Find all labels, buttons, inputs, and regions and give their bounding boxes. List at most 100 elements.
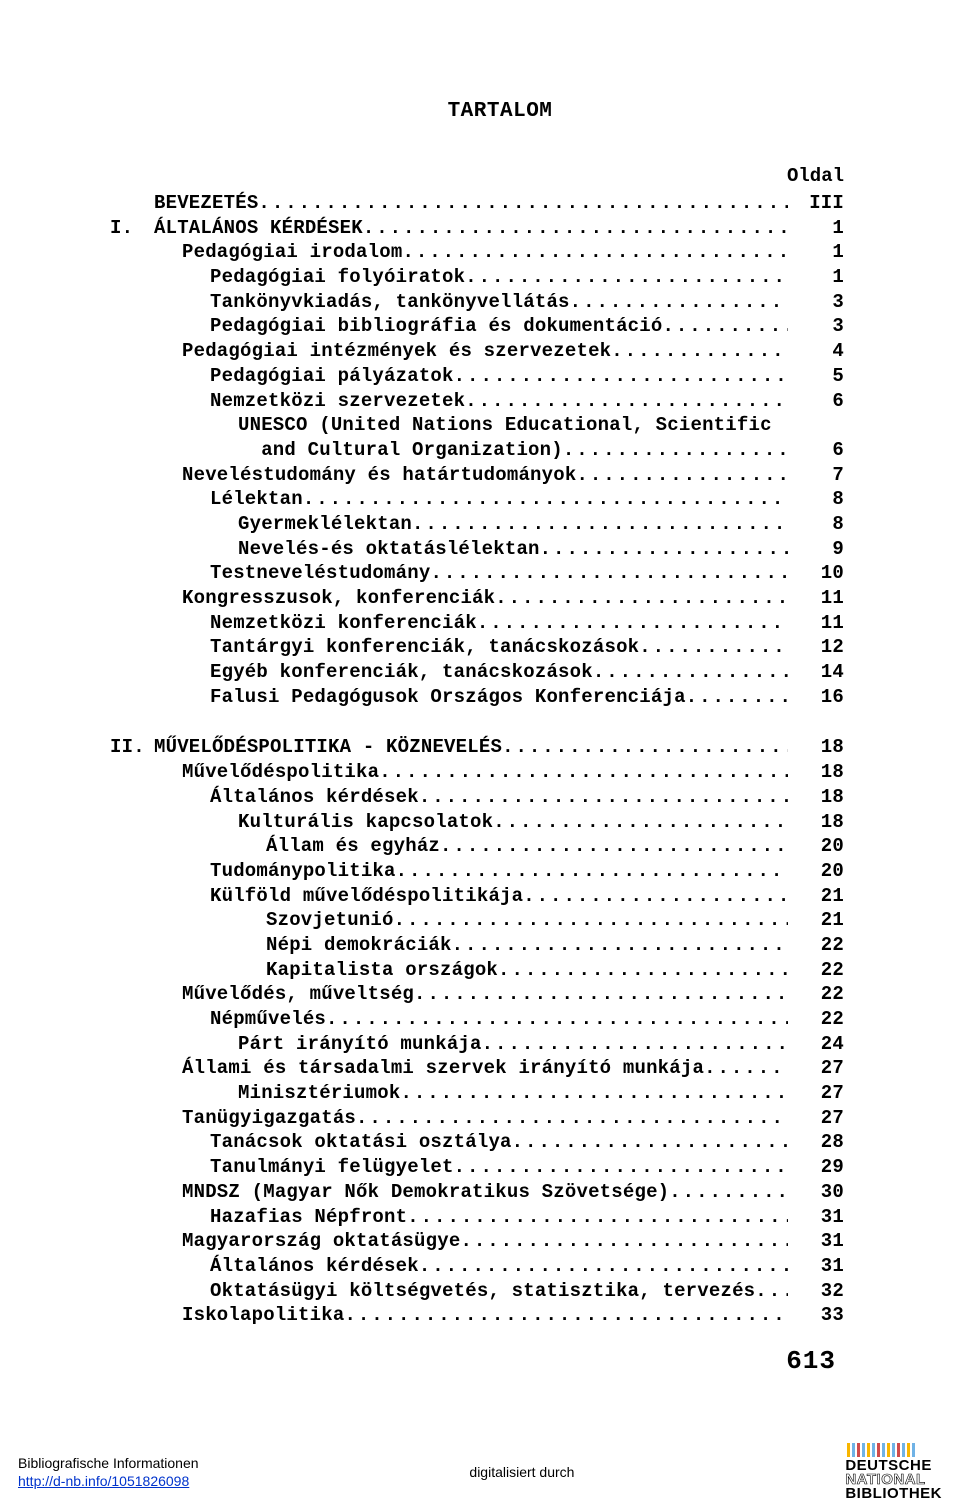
page-number: 613: [110, 1346, 850, 1376]
toc-row: Nevelés-és oktatáslélektan .............…: [110, 537, 850, 562]
toc-leader-dots: ........................................…: [419, 1254, 788, 1279]
toc-page-number: 18: [788, 760, 850, 785]
dnb-logo-line3: BIBLIOTHEK: [845, 1487, 942, 1501]
toc-row: Nemzetközi konferenciák ................…: [110, 611, 850, 636]
toc-row: Tankönyvkiadás, tankönyvellátás ........…: [110, 290, 850, 315]
toc-page-number: 29: [788, 1155, 850, 1180]
toc-leader-dots: ........................................…: [396, 859, 788, 884]
toc-row: Állami és társadalmi szervek irányító mu…: [110, 1056, 850, 1081]
toc-leader-dots: ........................................…: [412, 512, 788, 537]
toc-entry-text: Kulturális kapcsolatok: [154, 810, 493, 835]
toc-page-number: 6: [788, 389, 850, 414]
toc-leader-dots: ........................................…: [356, 1106, 788, 1131]
toc-row: Kapitalista országok ...................…: [110, 958, 850, 983]
toc-row: Művelődés, műveltség ...................…: [110, 982, 850, 1007]
toc-row: Tudománypolitika .......................…: [110, 859, 850, 884]
toc-leader-dots: ........................................…: [430, 561, 788, 586]
toc-row: Lélektan ...............................…: [110, 487, 850, 512]
toc-entry-text: Egyéb konferenciák, tanácskozások: [154, 660, 593, 685]
toc-page-number: 27: [788, 1081, 850, 1106]
toc-entry-text: Kapitalista országok: [154, 958, 498, 983]
toc-leader-dots: ........................................…: [669, 1180, 788, 1205]
footer-left-block: Bibliografische Informationen http://d-n…: [18, 1454, 199, 1490]
dnb-bar: [892, 1443, 895, 1457]
toc-entry-text: Nemzetközi szervezetek: [154, 389, 465, 414]
toc-entry-text: Általános kérdések: [154, 785, 419, 810]
toc-row: BEVEZETÉS ..............................…: [110, 191, 850, 216]
toc-entry-text: Lélektan: [154, 487, 303, 512]
toc-page-number: 16: [788, 685, 850, 710]
toc-entry-text: Gyermeklélektan: [154, 512, 412, 537]
toc-entry-text: Falusi Pedagógusok Országos Konferenciáj…: [154, 685, 686, 710]
toc-leader-dots: ........................................…: [576, 463, 788, 488]
toc-page-number: 8: [788, 487, 850, 512]
toc-leader-dots: ........................................…: [407, 1205, 788, 1230]
toc-entry-text: Nemzetközi konferenciák: [154, 611, 477, 636]
toc-leader-dots: ........................................…: [495, 586, 788, 611]
toc-entry-text: Tankönyvkiadás, tankönyvellátás: [154, 290, 570, 315]
toc-leader-dots: ........................................…: [704, 1056, 788, 1081]
toc-leader-dots: ........................................…: [482, 1032, 788, 1057]
footer-source-link[interactable]: http://d-nb.info/1051826098: [18, 1473, 189, 1489]
toc-page-number: 1: [788, 265, 850, 290]
toc-leader-dots: ........................................…: [502, 735, 788, 760]
toc-leader-dots: ........................................…: [419, 785, 788, 810]
toc-entry-text: Művelődés, műveltség: [154, 982, 414, 1007]
toc-leader-dots: ........................................…: [454, 1155, 788, 1180]
toc-page-number: 21: [788, 884, 850, 909]
toc-page-number: 14: [788, 660, 850, 685]
toc-entry-text: Magyarország oktatásügye: [154, 1229, 460, 1254]
document-page: TARTALOM Oldal BEVEZETÉS ...............…: [0, 0, 960, 1420]
toc-leader-dots: ........................................…: [498, 958, 788, 983]
toc-leader-dots: ........................................…: [258, 191, 788, 216]
toc-leader-dots: ........................................…: [755, 1279, 788, 1304]
toc-entry-text: Iskolapolitika: [154, 1303, 344, 1328]
toc-leader-dots: ........................................…: [686, 685, 788, 710]
toc-page-number: 22: [788, 933, 850, 958]
toc-entry-text: Minisztériumok: [154, 1081, 400, 1106]
toc-row: Falusi Pedagógusok Országos Konferenciáj…: [110, 685, 850, 710]
toc-leader-dots: ........................................…: [639, 635, 788, 660]
toc-row: and Cultural Organization) .............…: [110, 438, 850, 463]
section-gap: [110, 709, 850, 735]
toc-row: Tanulmányi felügyelet ..................…: [110, 1155, 850, 1180]
dnb-logo: DEUTSCHE NATIONAL BIBLIOTHEK: [845, 1443, 942, 1502]
toc-row: Külföld művelődéspolitikája ............…: [110, 884, 850, 909]
dnb-bar: [912, 1443, 915, 1457]
toc-page-number: 5: [788, 364, 850, 389]
toc-entry-text: Neveléstudomány és határtudományok: [154, 463, 576, 488]
toc-page-number: 18: [788, 810, 850, 835]
toc-row: Pedagógiai bibliográfia és dokumentáció …: [110, 314, 850, 339]
toc-page-number: 3: [788, 290, 850, 315]
table-of-contents: BEVEZETÉS ..............................…: [110, 191, 850, 1328]
toc-entry-text: Pedagógiai pályázatok: [154, 364, 454, 389]
toc-leader-dots: ........................................…: [454, 364, 788, 389]
toc-leader-dots: ........................................…: [440, 834, 788, 859]
toc-row: Hazafias Népfront ......................…: [110, 1205, 850, 1230]
toc-page-number: 31: [788, 1229, 850, 1254]
toc-page-number: III: [788, 191, 850, 216]
toc-page-number: 18: [788, 735, 850, 760]
toc-row: Művelődéspolitika ......................…: [110, 760, 850, 785]
footer-center-text: digitalisiert durch: [469, 1464, 574, 1480]
toc-entry-text: Általános kérdések: [154, 1254, 419, 1279]
toc-page-number: 20: [788, 834, 850, 859]
toc-row: Szovjetunió ............................…: [110, 908, 850, 933]
toc-entry-text: Pedagógiai bibliográfia és dokumentáció: [154, 314, 662, 339]
toc-entry-text: Pedagógiai irodalom: [154, 240, 402, 265]
dnb-bar: [897, 1443, 900, 1457]
toc-row: Pedagógiai pályázatok ..................…: [110, 364, 850, 389]
footer-bar: Bibliografische Informationen http://d-n…: [0, 1445, 960, 1505]
toc-leader-dots: ........................................…: [493, 810, 788, 835]
toc-page-number: 28: [788, 1130, 850, 1155]
dnb-bar: [847, 1443, 850, 1457]
toc-entry-text: Külföld művelődéspolitikája: [154, 884, 523, 909]
toc-entry-text: Állami és társadalmi szervek irányító mu…: [154, 1056, 704, 1081]
toc-entry-text: Tantárgyi konferenciák, tanácskozások: [154, 635, 639, 660]
toc-leader-dots: ........................................…: [402, 240, 788, 265]
toc-roman-numeral: I.: [110, 216, 154, 241]
toc-leader-dots: ........................................…: [477, 611, 788, 636]
document-title: TARTALOM: [150, 100, 850, 123]
toc-row: UNESCO (United Nations Educational, Scie…: [110, 413, 850, 438]
footer-info-text: Bibliografische Informationen: [18, 1454, 199, 1472]
